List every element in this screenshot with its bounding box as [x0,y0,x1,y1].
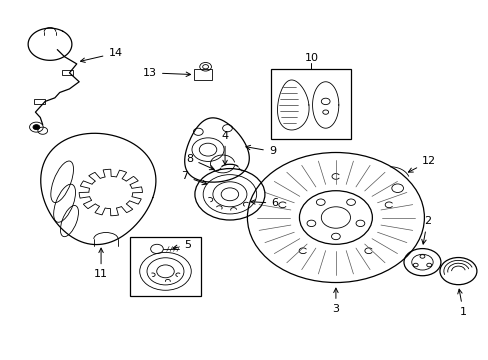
Text: 6: 6 [250,198,278,208]
Text: 2: 2 [421,216,430,244]
Bar [62,70,73,75]
Bar [194,69,211,80]
Text: 4: 4 [221,131,228,165]
Text: 7: 7 [181,171,206,185]
Text: 3: 3 [332,288,339,314]
Text: 13: 13 [142,68,190,78]
Text: 1: 1 [457,289,466,317]
Text: 14: 14 [81,48,122,62]
Circle shape [33,125,40,130]
Text: 12: 12 [407,157,435,172]
Bar [130,237,201,296]
Text: 11: 11 [94,248,108,279]
Bar [34,99,45,104]
Text: 5: 5 [173,240,190,250]
Text: 10: 10 [304,53,318,63]
Text: 9: 9 [245,145,275,157]
Text: 8: 8 [186,154,214,170]
Bar [271,69,351,139]
